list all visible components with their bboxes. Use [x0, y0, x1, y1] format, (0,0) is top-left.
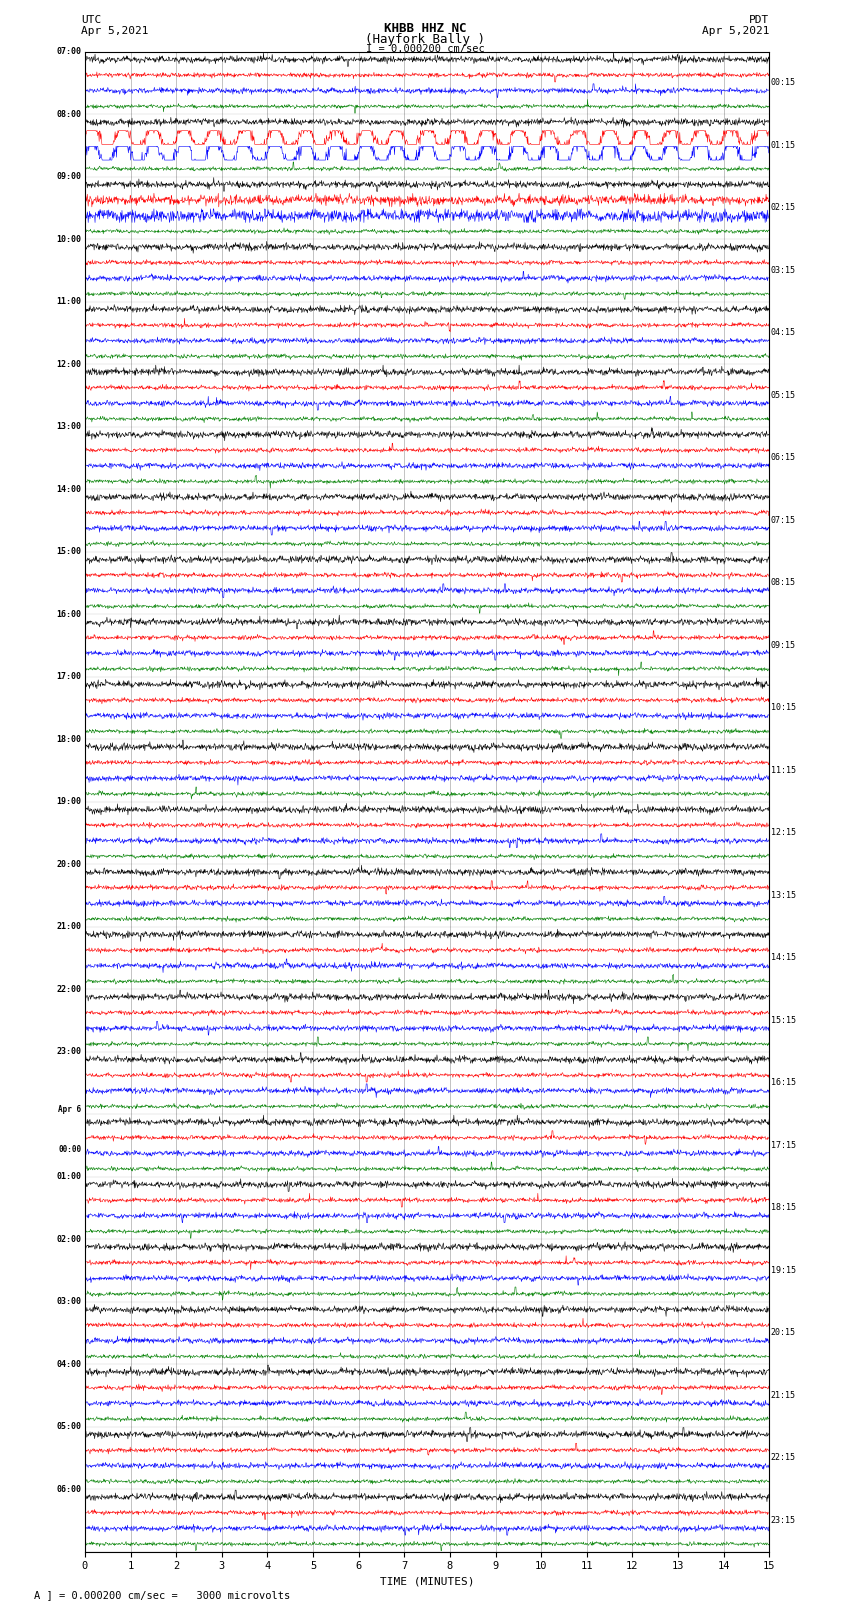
- Text: 12:00: 12:00: [57, 360, 82, 369]
- Text: (Hayfork Bally ): (Hayfork Bally ): [365, 32, 485, 47]
- Text: 00:00: 00:00: [59, 1145, 82, 1155]
- Text: 19:15: 19:15: [771, 1266, 796, 1274]
- Text: 08:00: 08:00: [57, 110, 82, 119]
- Text: 06:15: 06:15: [771, 453, 796, 463]
- Text: 07:15: 07:15: [771, 516, 796, 524]
- Text: 02:15: 02:15: [771, 203, 796, 213]
- Text: Apr 5,2021: Apr 5,2021: [81, 26, 148, 35]
- Text: 01:15: 01:15: [771, 140, 796, 150]
- Text: Apr 5,2021: Apr 5,2021: [702, 26, 769, 35]
- Text: 17:00: 17:00: [57, 673, 82, 681]
- Text: 03:15: 03:15: [771, 266, 796, 274]
- Text: 07:00: 07:00: [57, 47, 82, 56]
- Text: I = 0.000200 cm/sec: I = 0.000200 cm/sec: [366, 44, 484, 55]
- Text: 11:15: 11:15: [771, 766, 796, 774]
- Text: 15:15: 15:15: [771, 1016, 796, 1024]
- Text: 18:00: 18:00: [57, 734, 82, 744]
- Text: 14:15: 14:15: [771, 953, 796, 963]
- Text: 21:00: 21:00: [57, 923, 82, 931]
- Text: 05:15: 05:15: [771, 390, 796, 400]
- Text: 15:00: 15:00: [57, 547, 82, 556]
- Text: 04:00: 04:00: [57, 1360, 82, 1369]
- Text: 01:00: 01:00: [57, 1173, 82, 1181]
- Text: 20:15: 20:15: [771, 1329, 796, 1337]
- Text: 12:15: 12:15: [771, 829, 796, 837]
- Text: 22:15: 22:15: [771, 1453, 796, 1463]
- Text: 10:00: 10:00: [57, 234, 82, 244]
- Text: 09:15: 09:15: [771, 640, 796, 650]
- Text: 13:15: 13:15: [771, 890, 796, 900]
- Text: 05:00: 05:00: [57, 1423, 82, 1431]
- Text: 17:15: 17:15: [771, 1140, 796, 1150]
- Text: 19:00: 19:00: [57, 797, 82, 806]
- Text: 21:15: 21:15: [771, 1390, 796, 1400]
- Text: 16:15: 16:15: [771, 1079, 796, 1087]
- Text: PDT: PDT: [749, 15, 769, 24]
- Text: 10:15: 10:15: [771, 703, 796, 713]
- Text: 23:15: 23:15: [771, 1516, 796, 1524]
- Text: 20:00: 20:00: [57, 860, 82, 869]
- Text: 13:00: 13:00: [57, 423, 82, 431]
- Text: 23:00: 23:00: [57, 1047, 82, 1057]
- Text: 00:15: 00:15: [771, 79, 796, 87]
- Text: 02:00: 02:00: [57, 1234, 82, 1244]
- Text: Apr 6: Apr 6: [59, 1105, 82, 1115]
- Text: 11:00: 11:00: [57, 297, 82, 306]
- Text: 04:15: 04:15: [771, 329, 796, 337]
- Text: 09:00: 09:00: [57, 173, 82, 181]
- Text: 14:00: 14:00: [57, 484, 82, 494]
- Text: 06:00: 06:00: [57, 1484, 82, 1494]
- Text: 16:00: 16:00: [57, 610, 82, 619]
- Text: UTC: UTC: [81, 15, 101, 24]
- Text: 22:00: 22:00: [57, 984, 82, 994]
- Text: A ] = 0.000200 cm/sec =   3000 microvolts: A ] = 0.000200 cm/sec = 3000 microvolts: [34, 1590, 290, 1600]
- Text: KHBB HHZ NC: KHBB HHZ NC: [383, 23, 467, 35]
- Text: 03:00: 03:00: [57, 1297, 82, 1307]
- Text: 08:15: 08:15: [771, 579, 796, 587]
- X-axis label: TIME (MINUTES): TIME (MINUTES): [380, 1578, 474, 1587]
- Text: 18:15: 18:15: [771, 1203, 796, 1213]
